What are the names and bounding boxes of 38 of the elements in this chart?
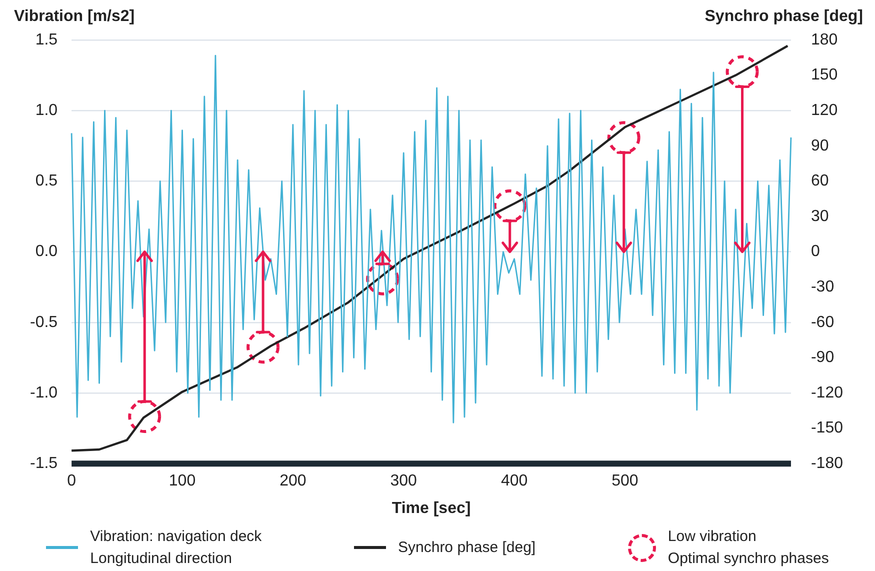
y2-tick-label: -120	[810, 384, 844, 402]
point	[726, 55, 759, 88]
point	[128, 400, 162, 434]
y2-tick-label: -30	[810, 278, 834, 296]
y-tick-label: 0.0	[35, 243, 58, 260]
x-tick-label: 200	[280, 472, 306, 490]
y-tick-label: -1.0	[30, 384, 58, 402]
x-tick-label: 400	[500, 472, 528, 490]
x-tick-label: 500	[612, 472, 638, 490]
y-tick-label: 1.5	[35, 31, 58, 48]
y2-tick-label: 120	[810, 102, 838, 120]
x-tick-label: 100	[168, 472, 196, 490]
point	[366, 262, 400, 296]
y2-tick-label: 180	[810, 31, 838, 48]
y2-tick-label: -150	[810, 420, 844, 437]
y2-tick-label: 30	[810, 208, 829, 225]
x-tick-label: 0	[67, 472, 76, 490]
point	[607, 121, 640, 154]
legend-label: Vibration: navigation deck Longitudinal direction	[90, 526, 262, 568]
legend-label: Synchro phase [deg]	[398, 538, 536, 558]
x-tick-label: 300	[390, 472, 418, 490]
y2-tick-label: 150	[810, 66, 838, 84]
y2-tick-label: 90	[810, 137, 829, 154]
y-tick-label: -1.5	[30, 455, 58, 472]
y2-tick-label: 0	[810, 243, 820, 260]
y-tick-label: -0.5	[30, 314, 58, 331]
y-axis-title: Vibration [m/s2]	[14, 8, 135, 26]
y2-tick-label: -60	[810, 314, 834, 331]
y2-tick-label: -180	[810, 455, 844, 472]
point	[493, 189, 526, 222]
legend-label: Low vibration Optimal synchro phases	[668, 526, 829, 568]
y2-axis-title: Synchro phase [deg]	[704, 8, 863, 26]
x-axis-title: Time [sec]	[392, 500, 471, 517]
y2-tick-label: 60	[810, 172, 829, 190]
point	[246, 330, 280, 364]
y-tick-label: 0.5	[35, 172, 58, 190]
y2-tick-label: -90	[810, 349, 834, 366]
y-tick-label: 1.0	[35, 102, 58, 120]
